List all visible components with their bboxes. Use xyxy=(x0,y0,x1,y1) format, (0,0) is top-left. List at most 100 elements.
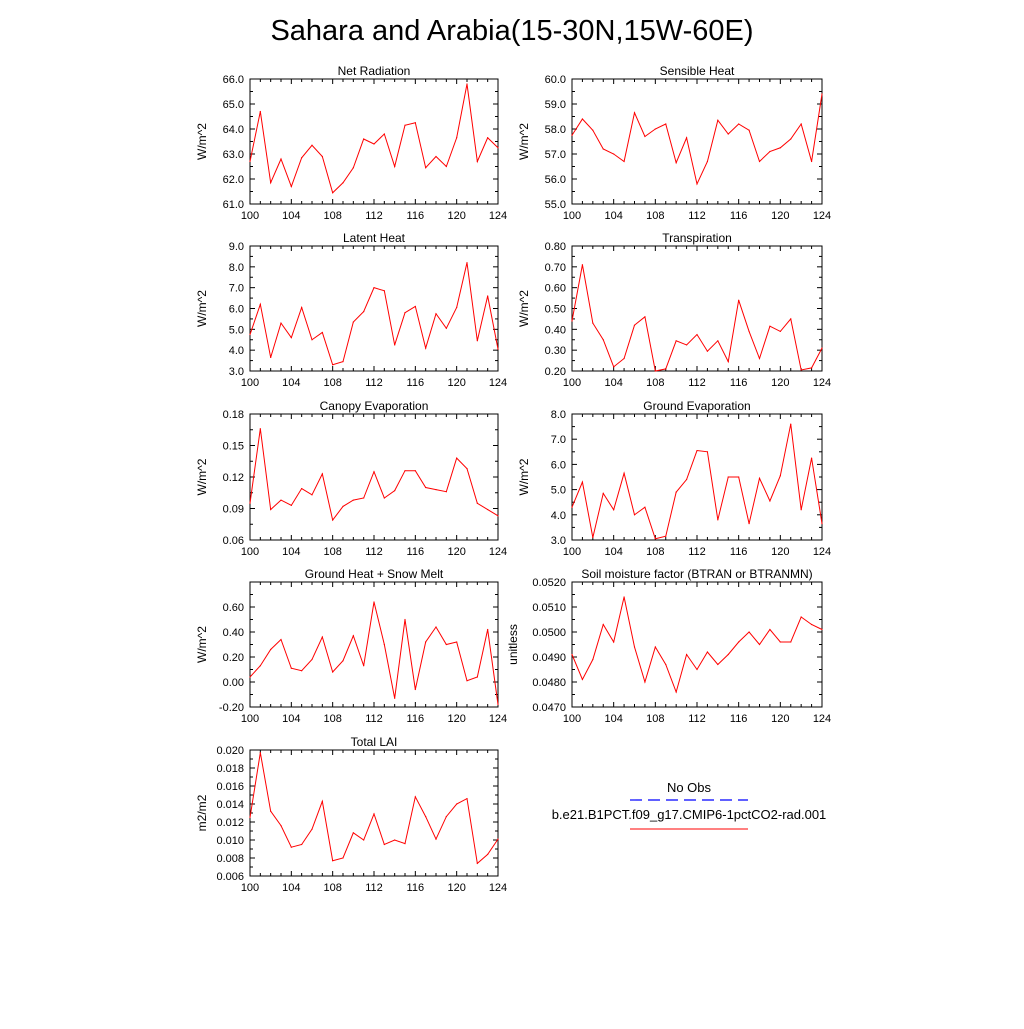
data-point xyxy=(404,618,406,621)
y-tick-label: 59.0 xyxy=(545,99,566,111)
data-point xyxy=(748,631,750,633)
figure-title: Sahara and Arabia(15-30N,15W-60E) xyxy=(270,15,753,47)
data-point xyxy=(592,536,594,539)
data-point xyxy=(321,331,323,334)
y-tick-label: 0.20 xyxy=(545,366,566,378)
x-tick-label: 100 xyxy=(563,713,581,725)
data-point xyxy=(435,313,437,315)
data-point xyxy=(435,626,437,628)
data-point xyxy=(717,519,719,521)
data-point xyxy=(404,124,406,126)
y-tick-label: 0.0510 xyxy=(532,602,566,614)
data-point xyxy=(280,322,282,324)
data-point xyxy=(425,167,427,169)
panel-9: Total LAI 100 104 108 112 116 120 124 0.006 0.008… xyxy=(195,735,507,894)
x-tick-label: 112 xyxy=(365,546,383,558)
data-point xyxy=(790,318,792,320)
x-tick-label: 104 xyxy=(282,377,300,389)
x-tick-label: 116 xyxy=(730,713,748,725)
data-point xyxy=(249,160,251,163)
data-point xyxy=(352,167,354,169)
y-tick-label: 0.016 xyxy=(216,781,244,793)
y-tick-label: 0.0490 xyxy=(532,652,566,664)
data-point xyxy=(613,153,615,155)
x-tick-label: 124 xyxy=(489,210,507,222)
x-tick-label: 104 xyxy=(604,546,622,558)
x-tick-label: 100 xyxy=(563,210,581,222)
panels: Net Radiation 100 104 108 112 116 120 124 61.0 62… xyxy=(195,64,831,894)
data-point xyxy=(644,681,646,683)
data-point xyxy=(497,838,499,840)
data-point xyxy=(665,123,667,125)
x-tick-label: 108 xyxy=(323,377,341,389)
x-tick-label: 112 xyxy=(688,546,706,558)
data-point xyxy=(456,457,458,459)
panel-title: Latent Heat xyxy=(343,231,406,245)
plot-frame xyxy=(249,581,499,708)
data-point xyxy=(383,290,385,292)
x-tick-label: 100 xyxy=(563,546,581,558)
x-tick-label: 108 xyxy=(646,377,664,389)
data-point xyxy=(623,596,625,598)
data-point xyxy=(404,843,406,845)
data-point xyxy=(425,347,427,349)
data-point xyxy=(810,623,813,626)
data-point xyxy=(487,508,489,511)
y-tick-label: 56.0 xyxy=(545,174,566,186)
data-point xyxy=(301,306,303,309)
panel-7: Ground Heat + Snow Melt 100 104 108 112 116 12… xyxy=(195,567,507,725)
y-tick-label: 0.014 xyxy=(216,799,244,811)
x-tick-label: 104 xyxy=(282,546,300,558)
data-point xyxy=(373,143,375,145)
data-point xyxy=(321,636,323,638)
y-axis-label: W/m^2 xyxy=(517,458,531,495)
data-point xyxy=(383,843,385,846)
data-point xyxy=(394,697,396,699)
y-axis-label: W/m^2 xyxy=(195,626,209,663)
data-point xyxy=(592,658,594,661)
data-point xyxy=(352,499,354,501)
y-tick-label: 0.06 xyxy=(223,535,244,547)
data-point xyxy=(259,752,261,754)
data-point xyxy=(602,339,604,341)
data-point xyxy=(456,803,458,805)
data-point xyxy=(342,182,344,184)
x-tick-label: 108 xyxy=(646,713,664,725)
data-point xyxy=(644,506,646,508)
panel-2: Sensible Heat 100 104 108 112 116 120 124 55.0 56… xyxy=(517,64,831,222)
x-tick-label: 108 xyxy=(646,210,664,222)
data-point xyxy=(623,160,625,163)
x-tick-label: 120 xyxy=(771,377,789,389)
x-tick-label: 116 xyxy=(407,210,425,222)
data-point xyxy=(270,648,272,651)
data-point xyxy=(644,316,646,318)
data-point xyxy=(414,688,416,691)
data-point xyxy=(748,330,750,333)
data-point xyxy=(602,148,604,150)
data-point xyxy=(311,658,313,661)
x-tick-label: 116 xyxy=(407,377,425,389)
data-point xyxy=(738,123,740,125)
panel-3: Latent Heat 100 104 108 112 116 120 124 3.0 4.0 5.… xyxy=(195,231,507,389)
data-point xyxy=(270,508,272,511)
data-point xyxy=(758,643,761,646)
data-point xyxy=(476,502,478,504)
data-point xyxy=(425,816,427,818)
plot-frame xyxy=(249,413,499,541)
data-point xyxy=(665,663,667,666)
y-tick-label: 0.60 xyxy=(223,602,244,614)
data-point xyxy=(497,147,499,149)
x-tick-label: 124 xyxy=(489,882,507,894)
data-point xyxy=(259,303,261,305)
series-line xyxy=(249,428,499,522)
data-point xyxy=(685,478,688,481)
x-tick-label: 108 xyxy=(323,882,341,894)
data-point xyxy=(435,489,437,491)
data-point xyxy=(654,538,656,540)
y-tick-label: 6.0 xyxy=(229,304,244,316)
panel-1: Net Radiation 100 104 108 112 116 120 124 61.0 62… xyxy=(195,64,507,222)
data-point xyxy=(476,160,478,163)
data-point xyxy=(290,846,292,848)
data-point xyxy=(821,93,823,95)
